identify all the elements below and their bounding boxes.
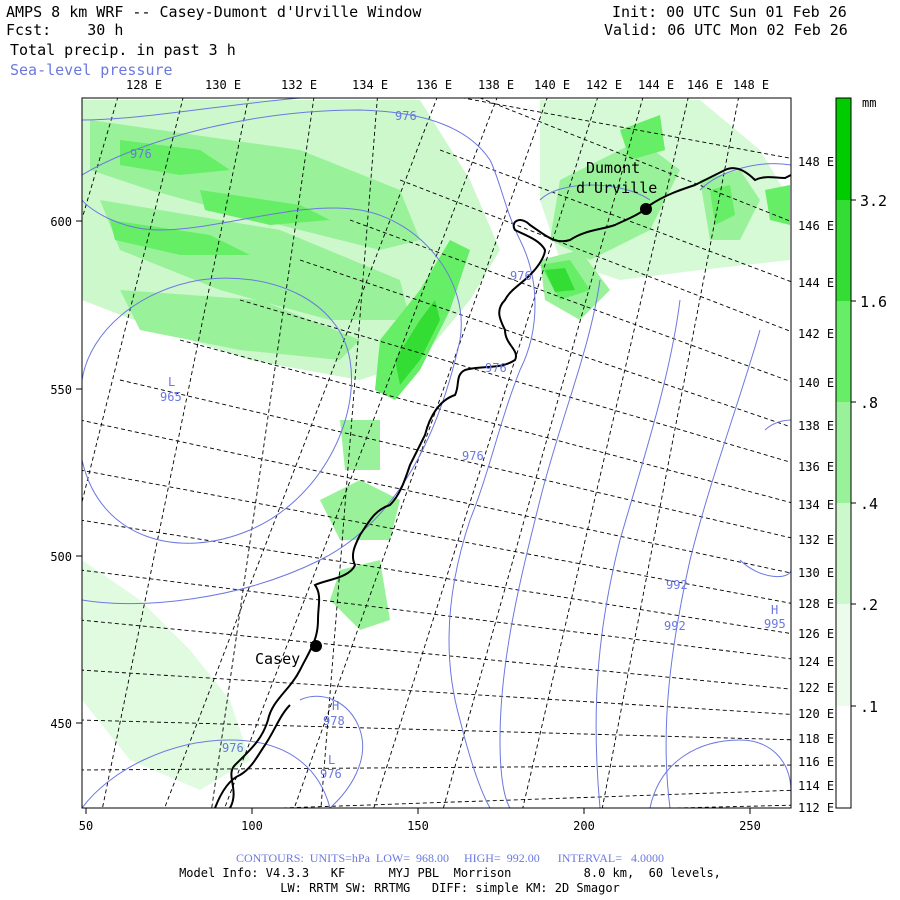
colorbar-label: .2	[860, 596, 878, 614]
bottom-axis-label: 250	[739, 819, 761, 833]
colorbar-label: 1.6	[860, 293, 887, 311]
top-axis: 128 E 130 E 132 E 134 E 136 E 138 E 140 …	[126, 78, 769, 92]
field-description: Total precip. in past 3 h	[10, 41, 236, 59]
colorbar-label: .1	[860, 698, 878, 716]
left-axis: 600 550 500 450	[50, 215, 82, 731]
pressure-labels: 976 976 976 976 976 976 965 978 976 992 …	[130, 109, 786, 781]
right-axis-label: 144 E	[798, 276, 834, 290]
top-axis-label: 134 E	[352, 78, 388, 92]
top-axis-label: 130 E	[205, 78, 241, 92]
colorbar-frame	[835, 97, 852, 809]
precipitation-field	[82, 100, 790, 790]
pressure-label: 992	[666, 578, 688, 592]
pressure-label: 976	[485, 361, 507, 375]
right-axis-label: 140 E	[798, 376, 834, 390]
right-axis-label: 126 E	[798, 627, 834, 641]
left-axis-label: 550	[50, 383, 72, 397]
pressure-contours	[82, 98, 791, 808]
right-axis: 148 E 146 E 144 E 142 E 140 E 138 E 136 …	[798, 155, 834, 815]
pressure-label: 976	[395, 109, 417, 123]
right-axis-label: 120 E	[798, 707, 834, 721]
right-axis-label: 142 E	[798, 327, 834, 341]
pressure-label: 995	[764, 617, 786, 631]
colorbar-swatch	[836, 98, 851, 200]
top-axis-label: 132 E	[281, 78, 317, 92]
map-frame	[81, 97, 792, 809]
pressure-label: 976	[462, 449, 484, 463]
contour-field-label: Sea-level pressure	[10, 61, 173, 79]
map-area	[82, 98, 791, 808]
top-axis-label: 148 E	[733, 78, 769, 92]
right-axis-label: 122 E	[798, 681, 834, 695]
right-axis-label: 112 E	[798, 801, 834, 815]
top-axis-label: 146 E	[687, 78, 723, 92]
left-axis-label: 500	[50, 550, 72, 564]
pressure-label: 992	[664, 619, 686, 633]
colorbar: mm 3.2 1.6 .8 .4 .2 .1	[835, 96, 887, 809]
colorbar-swatch	[836, 200, 851, 301]
top-axis-label: 142 E	[586, 78, 622, 92]
right-axis-label: 138 E	[798, 419, 834, 433]
chart-title: AMPS 8 km WRF -- Casey-Dumont d'Urville …	[6, 3, 422, 21]
right-axis-label: 118 E	[798, 732, 834, 746]
bottom-axis: 50 100 150 200 250	[79, 808, 761, 833]
pressure-mark: L	[168, 375, 175, 389]
top-axis-label: 136 E	[416, 78, 452, 92]
station-label-casey: Casey	[255, 650, 300, 668]
right-axis-label: 114 E	[798, 779, 834, 793]
colorbar-swatch	[836, 604, 851, 706]
pressure-mark: H	[771, 603, 778, 617]
pressure-label: 978	[323, 714, 345, 728]
right-axis-label: 116 E	[798, 755, 834, 769]
colorbar-unit: mm	[862, 96, 876, 110]
bottom-axis-label: 50	[79, 819, 93, 833]
right-axis-label: 134 E	[798, 498, 834, 512]
right-axis-label: 130 E	[798, 566, 834, 580]
right-axis-label: 148 E	[798, 155, 834, 169]
pressure-mark: H	[332, 699, 339, 713]
left-axis-label: 450	[50, 717, 72, 731]
model-info: Model Info: V4.3.3 KF MYJ PBL Morrison 8…	[179, 866, 721, 880]
colorbar-swatch	[836, 706, 851, 808]
station-label-dumont: Dumont	[586, 159, 640, 177]
colorbar-swatch	[836, 301, 851, 402]
right-axis-label: 136 E	[798, 460, 834, 474]
colorbar-label: .8	[860, 394, 878, 412]
physics-info: LW: RRTM SW: RRTMG DIFF: simple KM: 2D S…	[280, 881, 620, 895]
contour-info: CONTOURS: UNITS=hPa LOW= 968.00 HIGH= 99…	[236, 851, 664, 865]
pressure-mark: L	[328, 753, 335, 767]
top-axis-label: 144 E	[638, 78, 674, 92]
right-axis-label: 132 E	[798, 533, 834, 547]
colorbar-swatch	[836, 402, 851, 503]
bottom-axis-label: 150	[407, 819, 429, 833]
pressure-label: 976	[510, 269, 532, 283]
bottom-axis-label: 200	[573, 819, 595, 833]
pressure-label: 976	[130, 147, 152, 161]
top-axis-label: 140 E	[534, 78, 570, 92]
pressure-label: 965	[160, 390, 182, 404]
pressure-label: 976	[222, 741, 244, 755]
station-marker-casey	[310, 640, 322, 652]
valid-time: Valid: 06 UTC Mon 02 Feb 26	[604, 21, 848, 39]
right-axis-label: 146 E	[798, 219, 834, 233]
colorbar-label: .4	[860, 495, 878, 513]
right-axis-label: 124 E	[798, 655, 834, 669]
pressure-label: 976	[320, 767, 342, 781]
forecast-hour: Fcst: 30 h	[6, 21, 124, 39]
right-axis-label: 128 E	[798, 597, 834, 611]
bottom-axis-label: 100	[241, 819, 263, 833]
station-marker-dumont	[640, 203, 652, 215]
left-axis-label: 600	[50, 215, 72, 229]
top-axis-label: 128 E	[126, 78, 162, 92]
init-time: Init: 00 UTC Sun 01 Feb 26	[612, 3, 847, 21]
colorbar-label: 3.2	[860, 192, 887, 210]
top-axis-label: 138 E	[478, 78, 514, 92]
graticule	[82, 98, 791, 808]
colorbar-swatch	[836, 503, 851, 604]
station-label-durville: d'Urville	[576, 179, 657, 197]
